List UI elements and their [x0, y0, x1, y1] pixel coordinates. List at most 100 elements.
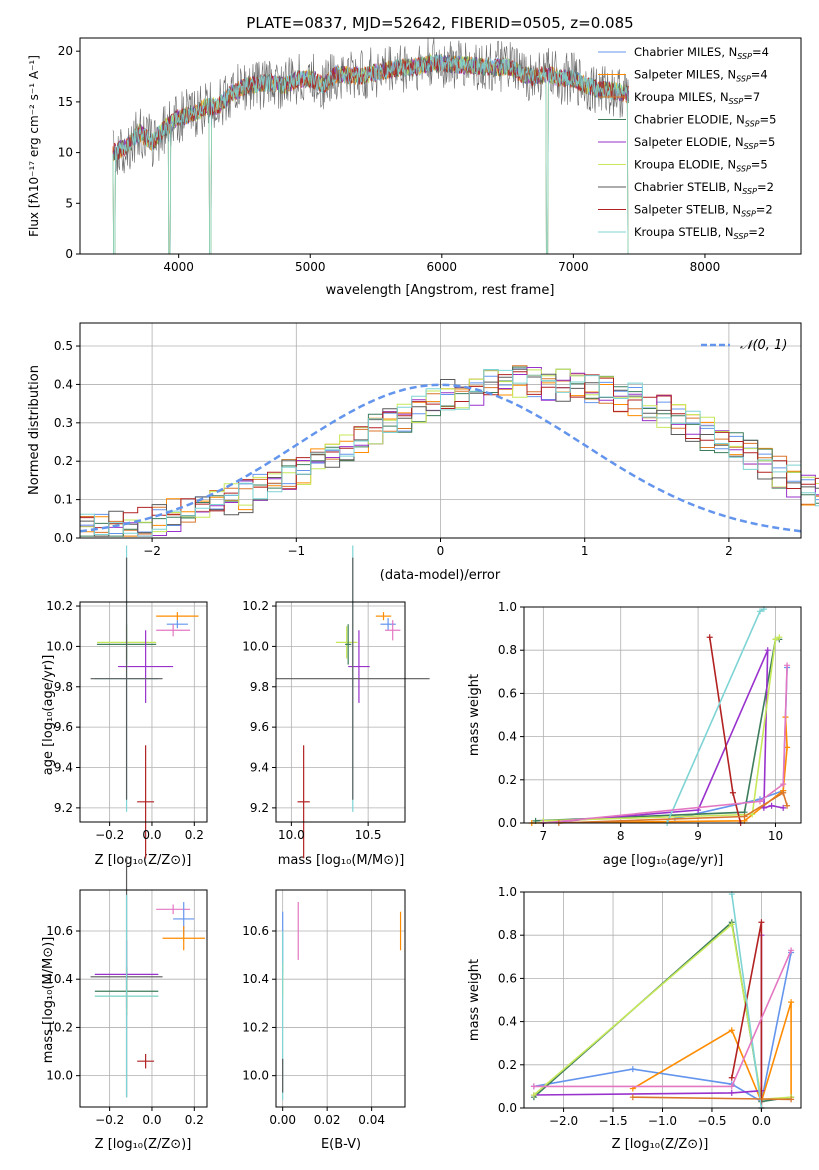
mass-weight-point — [760, 804, 767, 811]
spectrum-xtick-label: 4000 — [163, 260, 194, 274]
panel-ytick-label: 0.8 — [498, 643, 517, 657]
panel-ytick-label: 0.2 — [498, 773, 517, 787]
panel-ytick-label: 9.2 — [54, 801, 73, 815]
mass-weight-series-line — [632, 1096, 792, 1101]
mass-weight-point — [741, 813, 748, 820]
panel-ytick-label: 0.6 — [498, 971, 517, 985]
spectrum-xtick-label: 8000 — [690, 260, 721, 274]
mass-weight-series-line — [558, 791, 788, 824]
mass-weight-series-line — [731, 894, 763, 1109]
histogram-legend: 𝒩(0, 1) — [701, 338, 787, 353]
panel-ytick-label: 10.4 — [242, 972, 269, 986]
histogram-xtick-label: −1 — [287, 544, 305, 558]
spectrum-legend-entry: Salpeter ELODIE, NSSP=5 — [634, 135, 775, 151]
histogram-ticks: −2 −1 0 1 2 0.0 0.1 0.2 0.3 0.4 0.5 — [54, 339, 733, 558]
mass-weight-point — [784, 662, 791, 669]
spectrum-series-line — [112, 54, 629, 255]
panel-xtick-label: 0.0 — [752, 1114, 771, 1128]
mw-age-xlabel: age [log₁₀(age/yr)] — [603, 853, 724, 868]
panel-xtick-label: 9 — [694, 829, 702, 843]
histogram-step-series — [80, 365, 819, 535]
mass-weight-point — [780, 804, 787, 811]
panel-xtick-label: −1.0 — [648, 1114, 677, 1128]
panel-ytick-label: 10.2 — [46, 599, 73, 613]
spectrum-legend-entry: Chabrier ELODIE, NSSP=5 — [634, 113, 776, 129]
panel-ytick-label: 0.8 — [498, 928, 517, 942]
mw-z-ylabel: mass weight — [467, 959, 482, 1041]
mass-vs-z-panel: mass [log₁₀(M/M⊙)] Z [log₁₀(Z/Z⊙)] −0.2 0… — [41, 856, 208, 1152]
spectrum-legend-entry: Salpeter STELIB, NSSP=2 — [634, 203, 773, 219]
panel-ytick-label: 9.4 — [250, 761, 269, 775]
mass-weight-point — [776, 634, 783, 641]
mass-weight-series-line — [531, 717, 788, 824]
spectrum-legend-entry: Salpeter MILES, NSSP=4 — [634, 68, 768, 84]
mass-weight-point — [788, 999, 795, 1006]
histogram-step-series — [80, 368, 819, 537]
panel-xtick-label: −0.5 — [697, 1114, 726, 1128]
mass-weight-point — [780, 781, 787, 788]
mass-z-ylabel: mass [log₁₀(M/M⊙)] — [41, 937, 56, 1064]
panel-ytick-label: 10.0 — [242, 1069, 269, 1083]
spectrum-series-line — [112, 54, 629, 162]
spectrum-lines — [112, 37, 629, 255]
spectrum-ticks: 4000 5000 6000 7000 8000 0 5 10 15 20 — [58, 44, 721, 274]
mass-weight-vs-age-panel: mass weight age [log₁₀(age/yr)] 7 8 9 10 0.0… — [467, 600, 802, 868]
mass-weight-point — [530, 1083, 537, 1090]
mass-weight-series-line — [543, 636, 780, 822]
mw-z-xlabel: Z [log₁₀(Z/Z⊙)] — [612, 1137, 709, 1152]
figure-title: PLATE=0837, MJD=52642, FIBERID=0505, z=0… — [246, 14, 633, 32]
mass-weight-point — [780, 789, 787, 796]
mass-weight-point — [756, 608, 763, 615]
age-vs-mass-panel: mass [log₁₀(M/M⊙)] 10.0 10.5 9.2 9.4 9.6 9.8 1… — [242, 545, 430, 868]
spectrum-panel: 4000 5000 6000 7000 8000 0 5 10 15 20 wavelength … — [27, 37, 802, 298]
mass-weight-series-line — [543, 665, 788, 824]
spectrum-xlabel: wavelength [Angstrom, rest frame] — [326, 283, 555, 298]
histogram-ytick-label: 0.2 — [54, 454, 73, 468]
histogram-xtick-label: 0 — [437, 544, 445, 558]
panel-ytick-label: 1.0 — [498, 885, 517, 899]
spectrum-ytick-label: 10 — [58, 146, 73, 160]
panel-ytick-label: 10.6 — [46, 924, 73, 938]
mass-weight-point — [768, 802, 775, 809]
spectrum-legend-entry: Kroupa STELIB, NSSP=2 — [634, 225, 765, 241]
mass-weight-series-line — [535, 638, 780, 822]
mass-weight-point — [772, 636, 779, 643]
mass-z-xlabel: Z [log₁₀(Z/Z⊙)] — [95, 1137, 192, 1152]
panel-frame — [275, 889, 406, 1108]
panel-xtick-label: −1.5 — [598, 1114, 627, 1128]
age-z-ylabel: age [log₁₀(age/yr)] — [41, 655, 56, 776]
panel-xtick-label: 0.04 — [358, 1113, 385, 1127]
mass-vs-ebv-panel: E(B-V) 0.00 0.02 0.04 10.0 10.2 10.4 10.6 — [242, 889, 406, 1152]
panel-ytick-label: 10.0 — [46, 639, 73, 653]
spectrum-legend: Chabrier MILES, NSSP=4 Salpeter MILES, NS… — [598, 45, 776, 241]
mass-weight-series-line — [674, 667, 788, 820]
mass-weight-point — [758, 919, 765, 926]
age-vs-z-panel: age [log₁₀(age/yr)] Z [log₁₀(Z/Z⊙)] −0.2… — [41, 545, 208, 868]
mass-weight-point — [788, 947, 795, 954]
spectrum-series-line — [112, 54, 629, 255]
panel-ytick-label: 9.2 — [250, 801, 269, 815]
panel-frame — [275, 601, 406, 823]
mass-weight-point — [764, 647, 771, 654]
panel-ytick-label: 10.2 — [242, 1020, 269, 1034]
mass-weight-point — [629, 1066, 636, 1073]
panel-ytick-label: 10.2 — [242, 599, 269, 613]
spectrum-ytick-label: 5 — [65, 196, 73, 210]
histogram-ytick-label: 0.3 — [54, 416, 73, 430]
mw-age-ylabel: mass weight — [467, 674, 482, 756]
mass-weight-vs-z-panel: mass weight Z [log₁₀(Z/Z⊙)] −2.0 −1.5 −1.0… — [467, 885, 802, 1152]
mass-weight-point — [756, 798, 763, 805]
spectrum-series-line — [112, 55, 629, 255]
panel-xtick-label: 0.02 — [314, 1113, 341, 1127]
panel-ytick-label: 9.8 — [250, 680, 269, 694]
histogram-step-series — [80, 369, 819, 537]
histogram-ylabel: Normed distribution — [27, 365, 42, 495]
gaussian-curve — [79, 383, 802, 533]
spectrum-xtick-label: 5000 — [295, 260, 326, 274]
panel-ytick-label: 1.0 — [498, 600, 517, 614]
spectrum-ytick-label: 0 — [65, 247, 73, 261]
panel-ytick-label: 0.4 — [498, 1015, 517, 1029]
panel-ytick-label: 0.4 — [498, 730, 517, 744]
mass-weight-point — [728, 921, 735, 928]
